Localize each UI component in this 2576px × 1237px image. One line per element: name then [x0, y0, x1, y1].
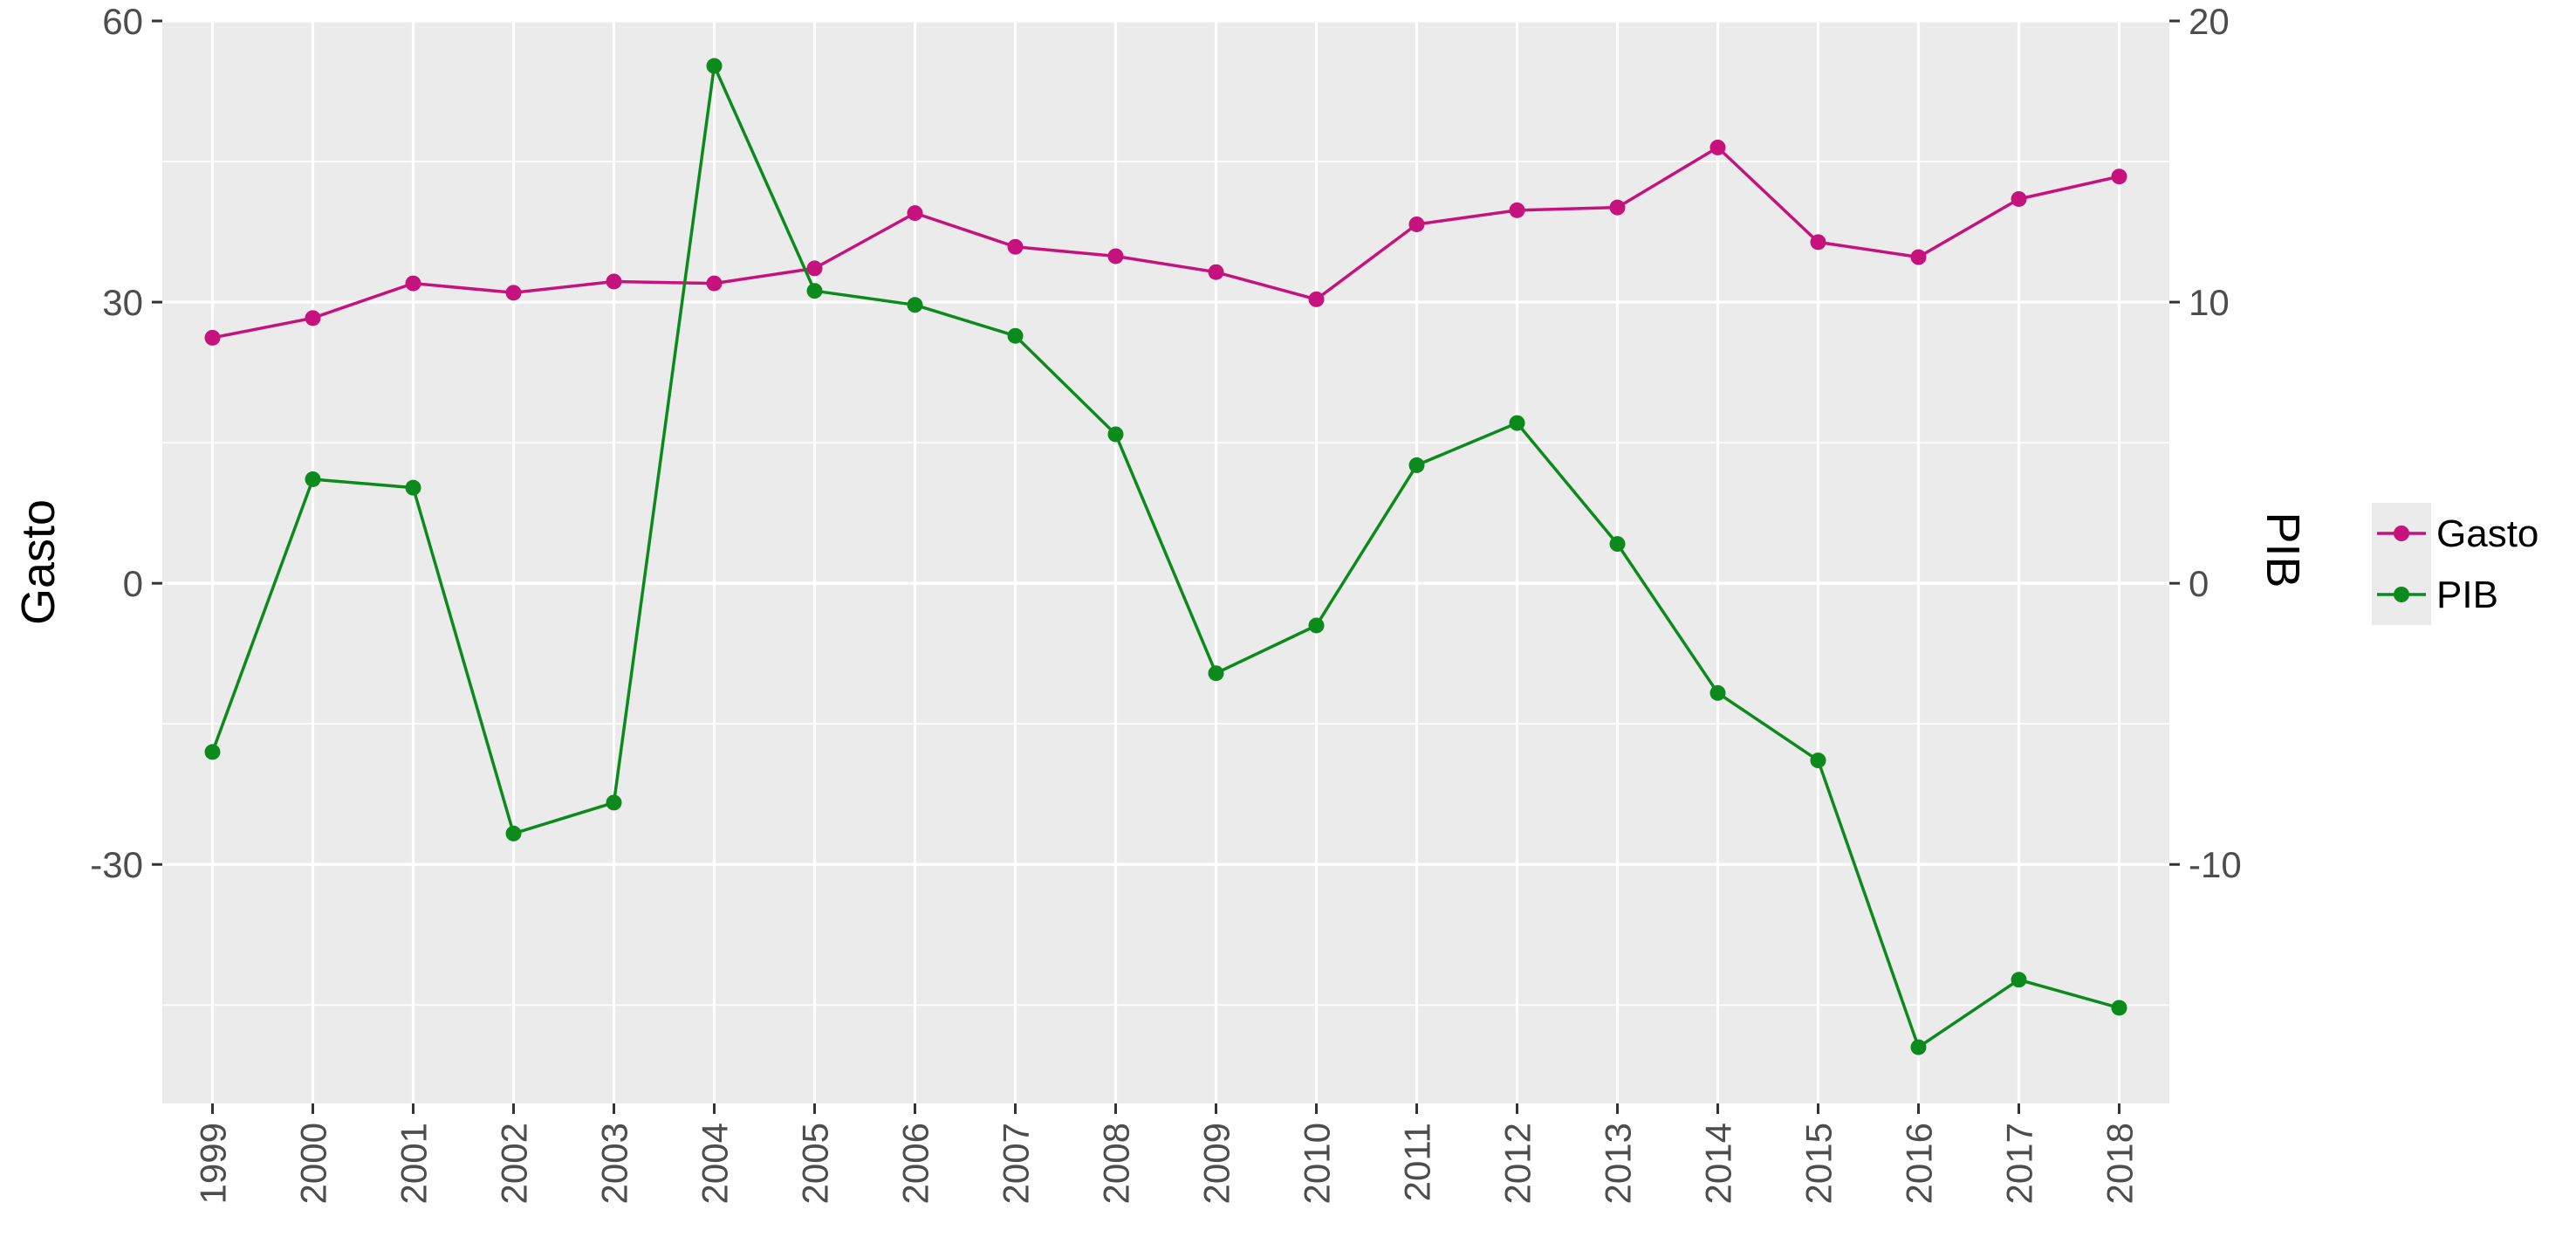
right-axis-title: PIB	[2257, 512, 2309, 588]
x-tick-label: 2002	[494, 1123, 535, 1204]
gasto-point-2002	[505, 285, 522, 301]
pib-point-2002	[505, 825, 522, 842]
x-tick-label: 2016	[1899, 1123, 1940, 1204]
x-tick-label: 2013	[1598, 1123, 1639, 1204]
x-axis: 1999 2000 2001 2002 2003 2004 2005 2006 2007 2008…	[193, 1103, 2141, 1204]
left-tick-label: 60	[102, 1, 143, 42]
legend-marker-gasto	[2394, 526, 2409, 541]
gasto-point-2003	[606, 273, 622, 290]
pib-point-2013	[1609, 536, 1626, 553]
legend-label-pib: PIB	[2436, 574, 2498, 616]
plot-panel	[162, 21, 2169, 1103]
pib-point-2008	[1107, 426, 1124, 443]
right-tick-label: 20	[2189, 1, 2230, 42]
x-tick-label: 2009	[1196, 1123, 1237, 1204]
left-axis-title: Gasto	[12, 499, 65, 625]
x-tick-label: 2017	[1999, 1123, 2040, 1204]
gasto-point-2014	[1709, 139, 1726, 155]
right-tick-label: 0	[2189, 563, 2209, 604]
x-tick-label: 2008	[1096, 1123, 1137, 1204]
x-tick-label: 2006	[895, 1123, 936, 1204]
gasto-point-2007	[1007, 238, 1024, 255]
gasto-point-2001	[405, 275, 421, 292]
pib-point-2017	[2011, 972, 2027, 988]
gasto-point-2012	[1509, 202, 1525, 218]
left-tick-label: -30	[90, 844, 143, 885]
legend: Gasto PIB	[2372, 503, 2538, 625]
x-tick-label: 2010	[1297, 1123, 1338, 1204]
pib-point-2009	[1208, 665, 1224, 682]
series-layer	[204, 58, 2127, 1055]
x-tick-label: 2003	[594, 1123, 635, 1204]
x-tick-label: 1999	[193, 1123, 234, 1204]
x-tick-label: 2012	[1497, 1123, 1538, 1204]
gasto-point-2008	[1107, 248, 1124, 265]
pib-point-2003	[606, 794, 622, 811]
left-tick-label: 0	[123, 563, 143, 604]
pib-point-2014	[1709, 684, 1726, 701]
gasto-point-2011	[1408, 216, 1425, 232]
pib-point-2018	[2111, 1000, 2127, 1016]
gasto-point-1999	[204, 329, 221, 346]
pib-point-2005	[806, 283, 823, 299]
left-tick-label: 30	[102, 282, 143, 323]
x-tick-label: 2015	[1798, 1123, 1840, 1204]
x-tick-label: 2005	[795, 1123, 836, 1204]
pib-point-2001	[405, 479, 421, 496]
pib-point-2016	[1910, 1039, 1927, 1055]
x-tick-label: 2000	[293, 1123, 334, 1204]
gasto-point-2018	[2111, 168, 2127, 185]
pib-series-line	[210, 64, 2120, 1049]
right-axis: -10 0 10 20	[2169, 1, 2242, 885]
gasto-point-2009	[1208, 264, 1224, 280]
gasto-series-line	[212, 146, 2120, 340]
pib-point-2012	[1509, 415, 1525, 431]
x-tick-label: 2018	[2100, 1123, 2141, 1204]
legend-label-gasto: Gasto	[2436, 512, 2538, 555]
gasto-point-2015	[1810, 234, 1826, 251]
pib-point-2011	[1408, 457, 1425, 473]
grid	[162, 19, 2169, 1103]
right-tick-label: -10	[2189, 844, 2242, 885]
pib-point-2010	[1308, 617, 1325, 634]
x-tick-label: 2011	[1397, 1123, 1438, 1201]
gasto-point-2010	[1308, 291, 1325, 307]
pib-point-1999	[204, 744, 221, 760]
x-tick-label: 2007	[996, 1123, 1037, 1204]
gasto-point-2016	[1910, 249, 1927, 265]
pib-point-2004	[706, 58, 723, 74]
x-tick-label: 2014	[1698, 1123, 1739, 1204]
pib-point-2007	[1007, 327, 1024, 344]
right-tick-label: 10	[2189, 282, 2230, 323]
gasto-point-2013	[1609, 199, 1626, 216]
x-tick-label: 2004	[695, 1123, 736, 1204]
gasto-point-2004	[706, 275, 723, 292]
left-axis: -30 0 30 60	[90, 1, 162, 885]
legend-marker-pib	[2394, 587, 2409, 602]
x-tick-label: 2001	[394, 1123, 435, 1204]
pib-point-2015	[1810, 753, 1826, 769]
gasto-point-2006	[907, 205, 923, 222]
gasto-point-2017	[2011, 190, 2027, 207]
pib-point-2000	[305, 471, 321, 487]
gasto-point-2005	[806, 260, 823, 277]
gasto-point-2000	[305, 310, 321, 326]
pib-point-2006	[907, 297, 923, 313]
